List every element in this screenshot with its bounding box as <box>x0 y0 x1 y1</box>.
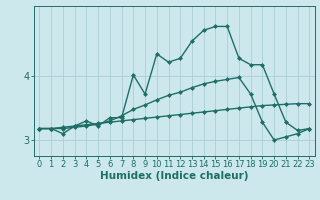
X-axis label: Humidex (Indice chaleur): Humidex (Indice chaleur) <box>100 171 249 181</box>
